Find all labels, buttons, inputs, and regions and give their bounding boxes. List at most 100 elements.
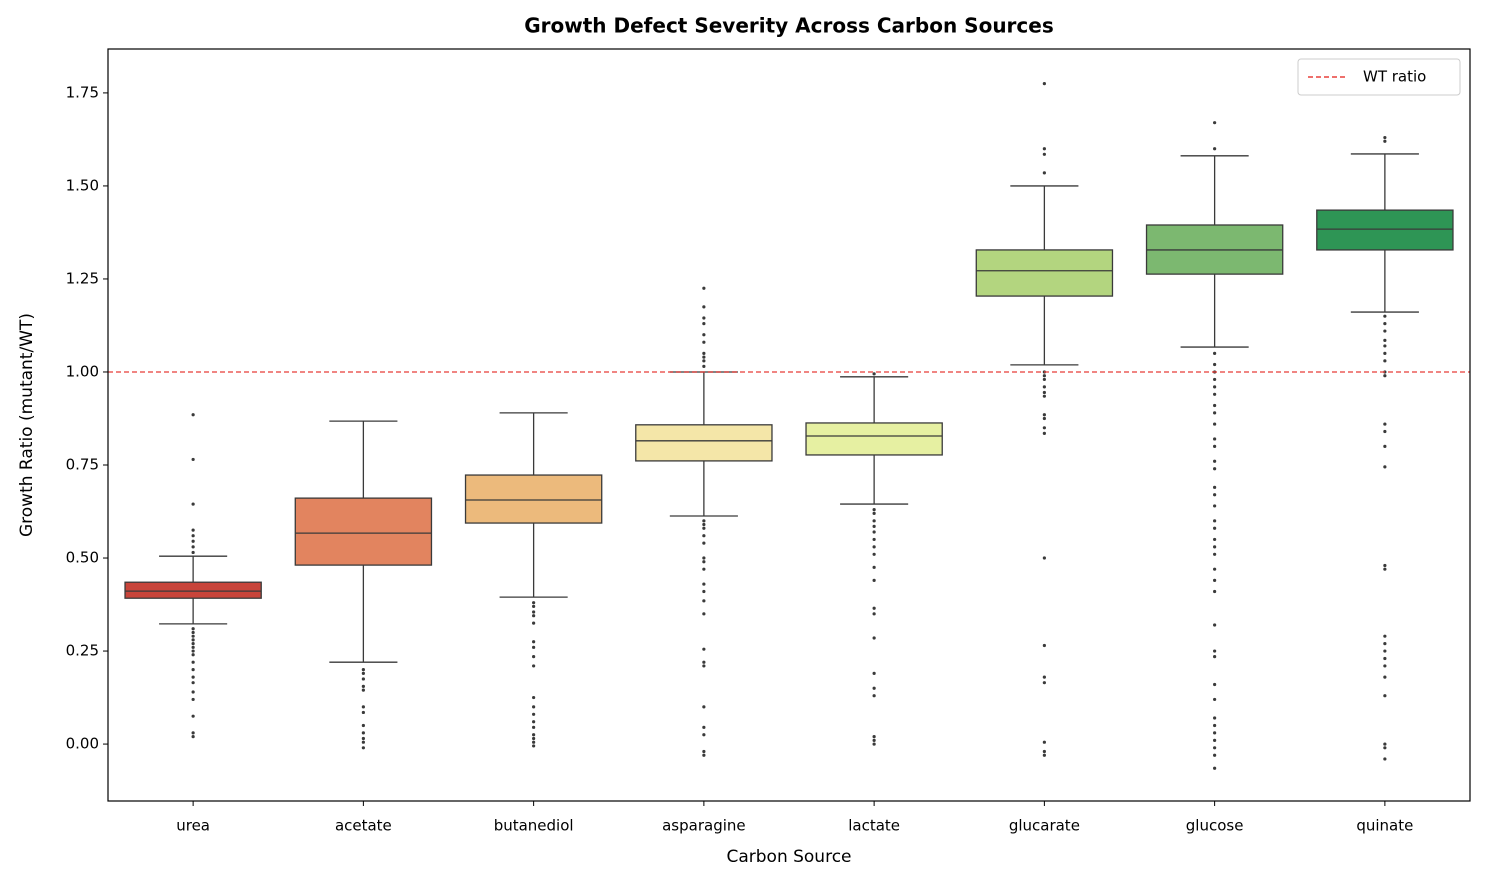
outlier [1213,766,1217,770]
outlier [1383,675,1387,679]
outlier [1213,403,1217,408]
outlier [702,316,706,320]
outlier [702,541,706,545]
outlier [191,675,195,679]
outlier [1213,738,1217,742]
outlier [1383,465,1387,469]
outlier [361,677,365,681]
outlier [702,305,706,309]
outlier [872,537,876,542]
outlier [361,688,365,692]
outlier [1213,147,1217,151]
outlier [1213,392,1217,396]
outlier [1383,642,1387,646]
outlier [1042,377,1046,382]
outlier [702,534,706,538]
outlier [1042,675,1046,679]
outlier [1383,314,1387,318]
outlier [1213,655,1217,659]
x-tick-label: asparagine [662,817,746,835]
x-tick-label: acetate [335,817,392,835]
outlier [702,582,706,586]
outlier [191,660,195,664]
outlier [702,749,706,754]
outlier [191,528,195,532]
outlier [872,636,876,640]
outlier [702,556,706,560]
outlier [702,333,706,337]
box [805,422,943,456]
outlier [702,733,706,737]
chart-title: Growth Defect Severity Across Carbon Sou… [524,14,1054,38]
outlier [1213,411,1217,415]
y-tick-label: 1.00 [66,362,99,380]
outlier [191,413,195,417]
outlier [1383,374,1387,378]
outlier [1042,152,1046,156]
outlier [361,736,365,741]
outlier [1213,649,1217,653]
outlier [191,627,195,631]
x-axis-label: Carbon Source [726,847,851,867]
outlier [872,738,876,742]
outlier [872,372,876,376]
outlier [191,668,195,672]
outlier [1213,437,1217,441]
outlier [191,681,195,685]
outlier [532,733,536,737]
outlier [1213,385,1217,389]
outlier [191,634,195,638]
outlier [1213,746,1217,750]
outlier [532,604,536,608]
outlier [872,671,876,675]
outlier [1042,416,1046,421]
outlier [532,655,536,659]
outlier [1213,362,1217,367]
x-tick-label: urea [176,817,210,835]
outlier [1213,589,1217,594]
outlier [872,508,876,512]
x-tick-label: lactate [848,817,900,835]
x-tick-label: glucarate [1009,817,1080,835]
outlier [702,705,706,709]
outlier [1213,537,1217,542]
outlier [532,601,536,605]
outlier [532,695,536,700]
outlier [872,578,876,582]
outlier [1383,664,1387,668]
outlier [872,519,876,523]
outlier [1383,351,1387,355]
outlier [361,710,365,715]
outlier [532,744,536,748]
outlier [1042,740,1046,744]
box [975,249,1114,297]
outlier [1383,444,1387,448]
outlier [1042,394,1046,398]
outlier [532,610,536,614]
outlier [1042,147,1046,151]
outlier [532,640,536,644]
outlier [532,720,536,724]
outlier [1383,649,1387,653]
outlier [702,753,706,757]
outlier [191,731,195,735]
outlier [872,606,876,610]
outlier [702,522,706,527]
outlier [872,545,876,549]
outlier [872,694,876,698]
outlier [872,552,876,556]
x-tick-label: quinate [1356,817,1413,835]
outlier [1042,82,1046,86]
outlier [532,705,536,709]
outlier [532,621,536,625]
y-tick-label: 0.25 [66,642,99,660]
outlier [702,519,706,523]
outlier [191,690,195,694]
outlier [702,664,706,668]
outlier [1213,485,1217,489]
outlier [1213,493,1217,497]
outlier [1213,467,1217,471]
outlier [191,649,195,653]
outlier [191,645,195,649]
